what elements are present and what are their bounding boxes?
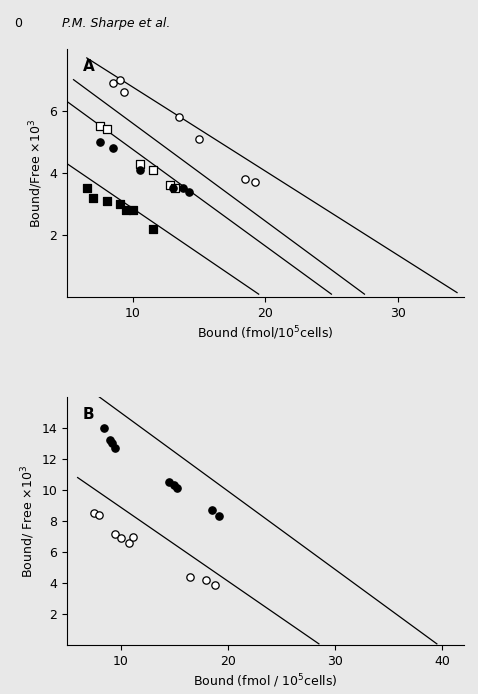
Text: B: B (83, 407, 95, 422)
Point (186, 571, 194, 582)
Point (136, 158, 143, 169)
Point (166, 180, 174, 191)
Point (116, 74, 124, 85)
Point (179, 183, 187, 194)
Point (109, 142, 117, 153)
Text: 0: 0 (14, 17, 22, 31)
Point (111, 528, 119, 539)
Point (109, 77, 117, 88)
Point (96, 136, 104, 147)
Point (185, 186, 193, 197)
Point (89, 192, 97, 203)
Point (83, 183, 91, 194)
Point (106, 434, 114, 446)
Point (136, 164, 143, 176)
Point (116, 198, 124, 210)
Point (117, 532, 124, 543)
X-axis label: Bound (fmol/10$^5$cells): Bound (fmol/10$^5$cells) (197, 324, 334, 341)
Point (95, 509, 103, 520)
Point (208, 505, 216, 516)
Point (216, 511, 223, 522)
Point (165, 477, 173, 488)
Point (170, 480, 178, 491)
Point (175, 112, 183, 123)
Point (120, 87, 128, 98)
Point (211, 579, 219, 591)
Point (174, 483, 181, 494)
Text: A: A (83, 58, 95, 74)
Point (149, 164, 157, 176)
Point (169, 183, 176, 194)
Point (111, 443, 119, 454)
Point (90, 508, 98, 519)
Point (149, 223, 157, 235)
Point (241, 174, 250, 185)
Point (108, 438, 116, 449)
X-axis label: Bound (fmol / 10$^5$cells): Bound (fmol / 10$^5$cells) (193, 672, 337, 690)
Text: P.M. Sharpe et al.: P.M. Sharpe et al. (62, 17, 171, 31)
Point (251, 177, 259, 188)
Point (172, 183, 179, 194)
Point (125, 537, 133, 548)
Point (203, 575, 210, 586)
Y-axis label: Bound/ Free $\times$10$^3$: Bound/ Free $\times$10$^3$ (20, 464, 37, 577)
Y-axis label: Bound/Free $\times$10$^3$: Bound/Free $\times$10$^3$ (28, 118, 45, 228)
Point (122, 205, 130, 216)
Point (129, 205, 137, 216)
Point (103, 195, 110, 206)
Point (103, 124, 110, 135)
Point (196, 133, 203, 144)
Point (130, 531, 137, 542)
Point (96, 121, 104, 132)
Point (101, 422, 109, 433)
